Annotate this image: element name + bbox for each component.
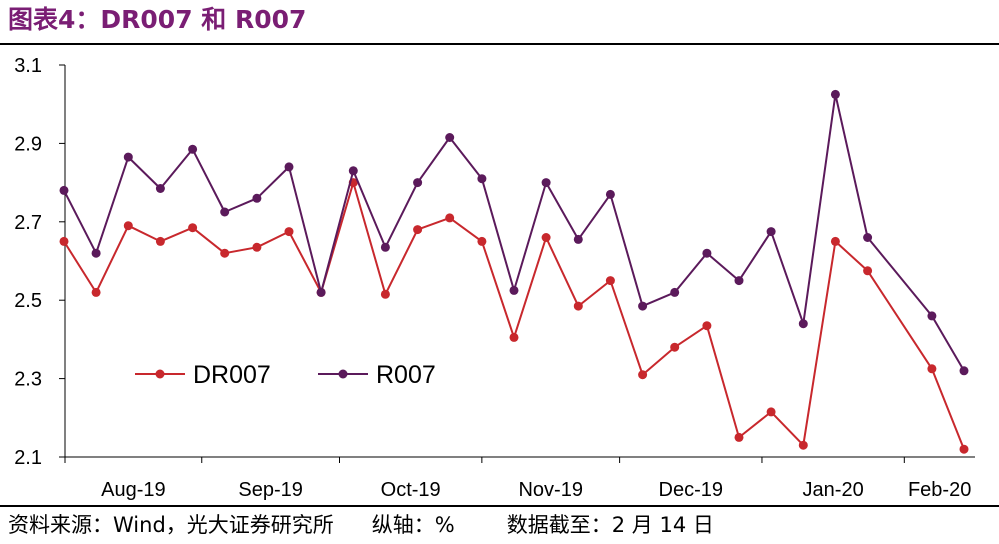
y-tick-label: 2.5 (14, 290, 42, 312)
r007-point (220, 208, 229, 217)
r007-point (767, 227, 776, 236)
dr007-point (92, 288, 101, 297)
dr007-point (220, 249, 229, 258)
r007-point (638, 302, 647, 311)
r007-point (960, 366, 969, 375)
r007-point (413, 178, 422, 187)
r007-point (124, 153, 133, 162)
unit-note: 纵轴：% (372, 509, 455, 541)
r007-point (863, 233, 872, 242)
chart-footer: 资料来源：Wind，光大证券研究所 纵轴：% 数据截至：2 月 14 日 (8, 509, 714, 541)
x-tick-label: Jan-20 (803, 479, 864, 501)
r007-point (831, 90, 840, 99)
dr007-point (156, 237, 165, 246)
r007-point (510, 286, 519, 295)
r007-point (574, 235, 583, 244)
chart-series (60, 90, 969, 454)
dr007-point (252, 243, 261, 252)
r007-point (188, 145, 197, 154)
dr007-point (574, 302, 583, 311)
chart-title: 图表4：DR007 和 R007 (8, 2, 306, 38)
r007-point (799, 319, 808, 328)
y-tick-label: 2.1 (14, 447, 42, 469)
r007-point (252, 194, 261, 203)
x-tick-label: Oct-19 (381, 479, 441, 501)
r007-point (349, 166, 358, 175)
r007-point (285, 162, 294, 171)
x-tick-label: Nov-19 (518, 479, 582, 501)
dr007-point (285, 227, 294, 236)
dr007-point (767, 407, 776, 416)
r007-point (735, 276, 744, 285)
y-tick-label: 2.7 (14, 212, 42, 234)
r007-point (156, 184, 165, 193)
source-note: 资料来源：Wind，光大证券研究所 (8, 509, 334, 541)
r007-point (381, 243, 390, 252)
dr007-point (638, 370, 647, 379)
dr007-series-line (64, 183, 964, 450)
dr007-point (124, 221, 133, 230)
dr007-point (413, 225, 422, 234)
dr007-legend-label: DR007 (193, 361, 271, 389)
x-tick-label: Feb-20 (908, 479, 971, 501)
r007-point (606, 190, 615, 199)
r007-point (670, 288, 679, 297)
dr007-legend-marker (156, 370, 165, 379)
bottom-divider (0, 505, 999, 507)
y-tick-label: 2.3 (14, 369, 42, 391)
r007-point (702, 249, 711, 258)
dr007-point (799, 441, 808, 450)
dr007-point (735, 433, 744, 442)
x-tick-label: Dec-19 (659, 479, 723, 501)
dr007-point (670, 343, 679, 352)
r007-point (317, 288, 326, 297)
r007-point (445, 133, 454, 142)
data-date-note: 数据截至：2 月 14 日 (507, 509, 714, 541)
dr007-point (702, 321, 711, 330)
dr007-point (831, 237, 840, 246)
r007-point (542, 178, 551, 187)
dr007-point (510, 333, 519, 342)
dr007-point (381, 290, 390, 299)
dr007-point (927, 364, 936, 373)
r007-point (60, 186, 69, 195)
x-tick-label: Sep-19 (238, 479, 303, 501)
r007-point (92, 249, 101, 258)
dr007-point (60, 237, 69, 246)
dr007-point (606, 276, 615, 285)
y-tick-label: 2.9 (14, 133, 42, 155)
r007-legend-label: R007 (376, 361, 436, 389)
dr007-point (863, 266, 872, 275)
x-tick-label: Aug-19 (101, 479, 166, 501)
dr007-point (188, 223, 197, 232)
r007-point (477, 174, 486, 183)
r007-point (927, 311, 936, 320)
y-tick-label: 3.1 (14, 55, 42, 77)
r007-legend-marker (339, 370, 348, 379)
chart-legend: DR007 R007 (135, 361, 436, 389)
dr007-point (445, 213, 454, 222)
dr007-point (960, 445, 969, 454)
dr007-point (542, 233, 551, 242)
line-chart: 2.1 2.3 2.5 2.7 2.9 3.1 Aug-19 Sep-19 Oct-19 Nov-… (0, 45, 999, 505)
dr007-point (477, 237, 486, 246)
